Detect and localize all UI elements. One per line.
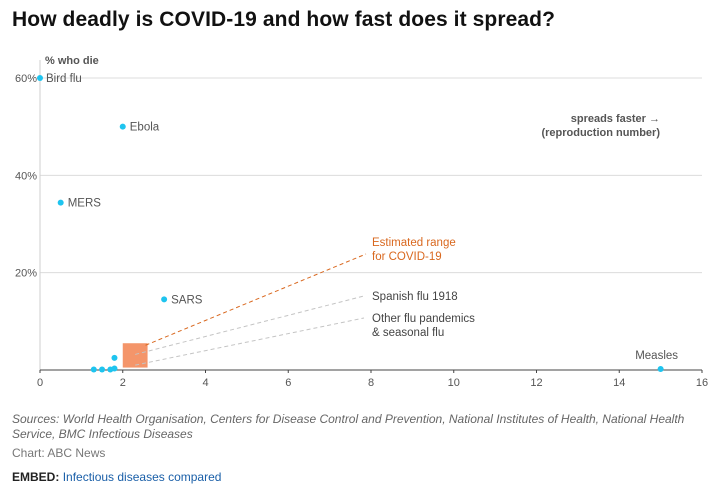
embed-line: EMBED: Infectious diseases compared: [12, 470, 221, 484]
point-label: Bird flu: [46, 73, 82, 85]
x-axis-title-line: spreads faster →: [571, 113, 660, 125]
chart-title: How deadly is COVID-19 and how fast does…: [12, 8, 556, 31]
covid-range-label: Estimated range: [372, 237, 456, 249]
covid-range-label: for COVID-19: [372, 251, 442, 263]
chart-sources: Sources: World Health Organisation, Cent…: [12, 412, 685, 441]
point-label: Measles: [635, 350, 678, 362]
flu-leader-line: [135, 317, 365, 366]
flu-annotation-label: Spanish flu 1918: [372, 291, 458, 303]
y-tick-label: 60%: [15, 73, 37, 85]
y-tick-label: 40%: [15, 170, 37, 182]
covid-leader-line: [145, 253, 367, 346]
flu-annotation-label: Other flu pandemics: [372, 313, 475, 325]
embed-label: EMBED:: [12, 470, 60, 484]
data-point: [111, 354, 118, 361]
x-tick-label: 6: [285, 377, 291, 389]
x-tick-label: 10: [448, 377, 460, 389]
data-point: [657, 366, 664, 373]
flu-annotation-label: & seasonal flu: [372, 327, 444, 339]
data-point: [119, 123, 126, 130]
x-tick-label: 14: [613, 377, 625, 389]
point-label: SARS: [171, 294, 203, 306]
data-point: [57, 199, 64, 206]
y-axis-title: % who die: [45, 55, 99, 67]
x-tick-label: 2: [120, 377, 126, 389]
x-tick-label: 12: [530, 377, 542, 389]
chart-plot: 20% 40% 60% 0 2 4 6 8 10 12 14 16 % who die spreads f…: [15, 55, 708, 389]
point-label: Ebola: [130, 122, 160, 134]
flu-leader-line: [135, 295, 365, 355]
data-point: [111, 365, 118, 372]
data-point: [161, 296, 168, 303]
x-tick-label: 16: [696, 377, 708, 389]
x-tick-label: 0: [37, 377, 43, 389]
data-point: [99, 366, 106, 373]
covid-range-box: [122, 343, 148, 368]
y-tick-label: 20%: [15, 268, 37, 280]
data-point: [90, 366, 97, 373]
chart-credit: Chart: ABC News: [12, 446, 106, 460]
x-tick-label: 4: [202, 377, 208, 389]
embed-link[interactable]: Infectious diseases compared: [62, 470, 222, 484]
x-tick-label: 8: [368, 377, 374, 389]
data-point: [37, 75, 43, 81]
x-axis-title-line: (reproduction number): [541, 127, 660, 139]
point-label: MERS: [68, 198, 102, 210]
